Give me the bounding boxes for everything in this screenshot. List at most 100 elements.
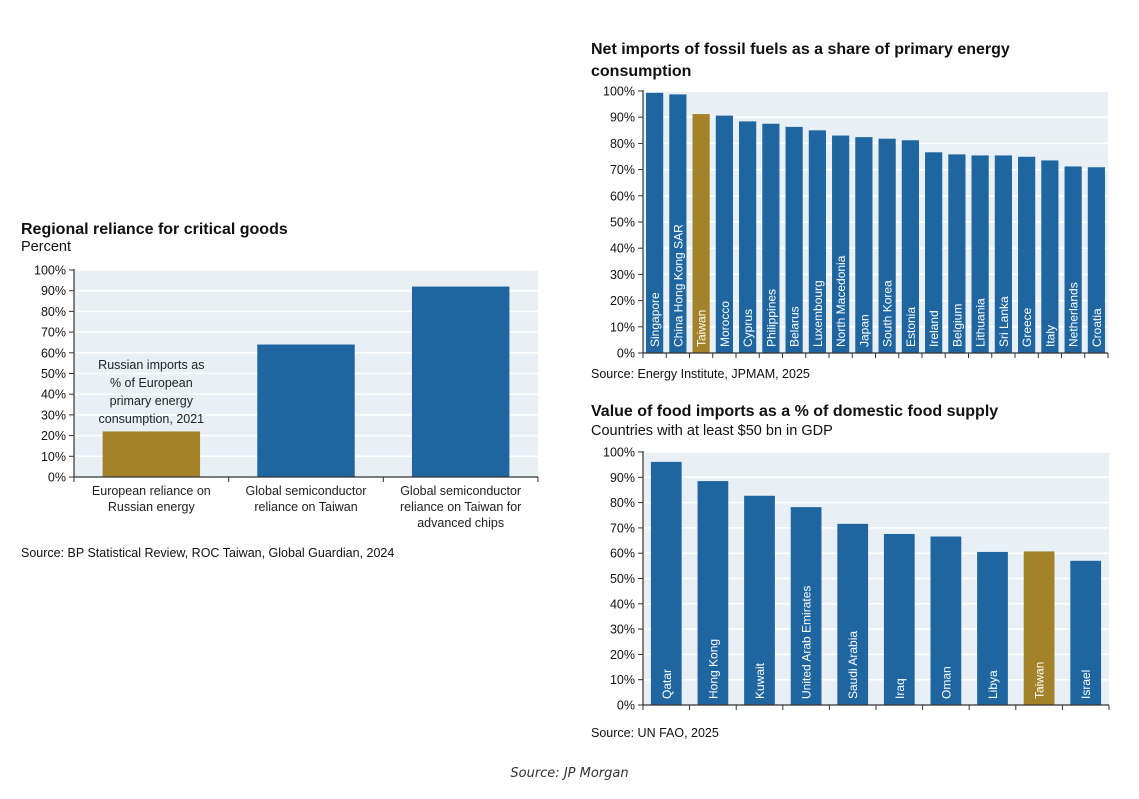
- category-label: Ireland: [927, 310, 941, 347]
- y-tick-label: 100%: [34, 264, 66, 278]
- chart-subtitle: Percent: [21, 239, 71, 255]
- category-label: Taiwan: [1033, 662, 1047, 699]
- bar-north-macedonia: [832, 135, 850, 353]
- y-tick-label: 90%: [41, 284, 66, 298]
- category-label: reliance on Taiwan for: [400, 500, 521, 514]
- bar-netherlands: [1064, 166, 1082, 353]
- category-label: Israel: [1079, 670, 1093, 699]
- category-label: North Macedonia: [834, 255, 848, 347]
- bar-china-hong-kong-sar: [669, 94, 687, 353]
- footer-source: Source: JP Morgan: [510, 766, 629, 781]
- y-tick-label: 30%: [610, 268, 635, 282]
- category-label: Russian energy: [108, 500, 196, 514]
- y-tick-label: 60%: [610, 547, 635, 561]
- y-tick-label: 80%: [610, 137, 635, 151]
- category-label: Qatar: [660, 669, 674, 699]
- y-tick-label: 10%: [41, 450, 66, 464]
- chart-title: Net imports of fossil fuels as a share o…: [591, 41, 1010, 58]
- y-tick-label: 40%: [41, 388, 66, 402]
- category-label: Japan: [857, 314, 871, 347]
- y-tick-label: 30%: [41, 408, 66, 422]
- y-tick-label: 10%: [610, 673, 635, 687]
- bar-qatar: [650, 461, 682, 705]
- bar-belarus: [785, 126, 803, 353]
- bar-taiwan: [1023, 551, 1055, 705]
- y-tick-label: 60%: [41, 346, 66, 360]
- chart-source: Source: BP Statistical Review, ROC Taiwa…: [21, 546, 394, 560]
- bar-luxembourg: [808, 130, 826, 353]
- y-tick-label: 50%: [610, 572, 635, 586]
- category-label: Global semiconductor: [246, 484, 367, 498]
- bar-libya: [977, 551, 1008, 705]
- y-tick-label: 0%: [617, 347, 635, 361]
- category-label: South Korea: [881, 280, 895, 347]
- chart-fossil-fuel-imports: Net imports of fossil fuels as a share o…: [591, 41, 1109, 381]
- category-label: Oman: [939, 666, 953, 699]
- category-label: Sri Lanka: [997, 296, 1011, 347]
- category-label: Lithuania: [974, 298, 988, 347]
- y-tick-label: 70%: [610, 521, 635, 535]
- y-tick-label: 0%: [48, 471, 66, 485]
- category-label: Morocco: [718, 301, 732, 347]
- bar-cyprus: [739, 121, 757, 353]
- category-label: Libya: [986, 670, 1000, 699]
- category-label: Croatia: [1090, 308, 1104, 347]
- category-label: Taiwan: [695, 310, 709, 347]
- bar-iraq: [883, 533, 915, 705]
- category-label: Luxembourg: [811, 280, 825, 347]
- bar-annotation: primary energy: [110, 394, 194, 408]
- y-tick-label: 20%: [41, 429, 66, 443]
- y-tick-label: 20%: [610, 648, 635, 662]
- category-label: reliance on Taiwan: [254, 500, 357, 514]
- bar-taiwan: [692, 114, 710, 353]
- category-label: Singapore: [648, 292, 662, 347]
- y-tick-label: 100%: [603, 85, 635, 99]
- y-tick-label: 30%: [610, 623, 635, 637]
- category-label: Philippines: [764, 289, 778, 347]
- chart-source: Source: UN FAO, 2025: [591, 726, 719, 740]
- y-tick-label: 100%: [603, 446, 635, 460]
- category-label: Estonia: [904, 307, 918, 347]
- bar-sri-lanka: [994, 155, 1012, 353]
- category-label: Netherlands: [1067, 282, 1081, 347]
- y-tick-label: 10%: [610, 320, 635, 334]
- bar-japan: [855, 137, 873, 353]
- bar-israel: [1070, 560, 1102, 705]
- bar-united-arab-emirates: [790, 507, 822, 705]
- bar-annotation: Russian imports as: [98, 358, 204, 372]
- bar-annotation: % of European: [110, 376, 193, 390]
- y-tick-label: 90%: [610, 471, 635, 485]
- bar-lithuania: [971, 155, 989, 353]
- bar-global-semiconductor-reliance-on-taiwan-for-advanced-chips: [411, 286, 510, 477]
- bar-italy: [1041, 160, 1059, 353]
- bar-hong-kong: [697, 481, 729, 705]
- chart-subtitle: Countries with at least $50 bn in GDP: [591, 423, 833, 439]
- chart-source: Source: Energy Institute, JPMAM, 2025: [591, 367, 810, 381]
- bar-oman: [930, 536, 962, 705]
- category-label: Belgium: [950, 304, 964, 347]
- category-label: Saudi Arabia: [846, 631, 860, 699]
- chart-food-imports: Value of food imports as a % of domestic…: [591, 403, 1110, 740]
- bar-kuwait: [744, 495, 775, 705]
- y-tick-label: 50%: [610, 216, 635, 230]
- bar-belgium: [948, 154, 966, 353]
- chart-critical-goods: Regional reliance for critical goodsPerc…: [21, 221, 539, 560]
- y-tick-label: 0%: [617, 699, 635, 713]
- y-tick-label: 20%: [610, 294, 635, 308]
- bar-global-semiconductor-reliance-on-taiwan: [257, 344, 355, 477]
- y-tick-label: 40%: [610, 242, 635, 256]
- bar-estonia: [901, 140, 919, 353]
- bar-annotation: consumption, 2021: [99, 412, 205, 426]
- y-tick-label: 50%: [41, 367, 66, 381]
- category-label: Italy: [1043, 325, 1057, 347]
- bar-saudi-arabia: [837, 523, 869, 705]
- category-label: Greece: [1020, 307, 1034, 347]
- category-label: Hong Kong: [706, 639, 720, 699]
- y-tick-label: 90%: [610, 111, 635, 125]
- category-label: European reliance on: [92, 484, 211, 498]
- bar-ireland: [925, 152, 943, 353]
- category-label: Global semiconductor: [400, 484, 521, 498]
- category-label: Belarus: [788, 306, 802, 347]
- category-label: China Hong Kong SAR: [671, 224, 685, 347]
